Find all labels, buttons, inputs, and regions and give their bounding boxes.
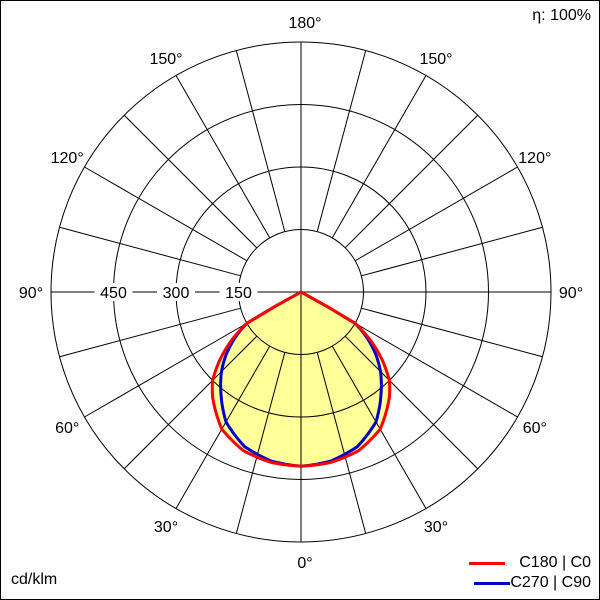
grid-spoke [316,50,367,232]
grid-spoke [331,75,427,239]
legend-item: C270 | C90 [469,573,591,593]
angle-tick-label: 180° [288,15,321,32]
angle-tick-label: 30° [154,519,178,536]
grid-spoke [344,335,479,470]
grid-spoke [354,322,518,418]
angle-tick-label: 90° [19,285,43,302]
series-curve-c180-c0 [210,290,392,468]
grid-spoke [175,345,271,509]
radial-label-bg [157,283,195,301]
angle-tick-label: 60° [523,420,547,437]
radial-tick-label: 300 [163,285,190,302]
legend-label: C180 | C0 [519,554,591,571]
grid-spoke [235,50,286,232]
angle-tick-label: 60° [55,420,79,437]
legend-swatch-blue [474,581,511,585]
grid-spoke [175,75,271,239]
legend-swatch-red [469,561,506,565]
grid-spoke [361,226,543,277]
grid-spoke [344,114,479,249]
radial-tick-label: 150 [225,285,252,302]
radial-label-bg [219,283,258,301]
angle-tick-label: 90° [559,285,583,302]
grid-spoke [59,226,241,277]
angle-tick-label: 30° [424,519,448,536]
grid-spoke [59,307,241,358]
angle-tick-label: 150° [419,51,452,68]
radial-label-bg [94,283,133,301]
grid-spoke [84,166,248,262]
grid-spoke [123,114,258,249]
grid-spoke [123,335,258,470]
grid-spoke [235,352,286,534]
angle-tick-label: 0° [297,555,312,572]
angle-tick-label: 120° [518,150,551,167]
legend-label: C270 | C90 [510,574,591,591]
grid-spoke [354,166,518,262]
legend-item: C180 | C0 [469,553,591,573]
grid-spoke [331,345,427,509]
angle-tick-label: 120° [51,150,84,167]
unit-label: cd/klm [11,571,58,588]
efficiency-label: η: 100% [532,7,591,24]
radial-tick-label: 450 [100,285,127,302]
grid-spoke [361,307,543,358]
grid-spoke [316,352,367,534]
grid-spoke [84,322,248,418]
legend: C180 | C0 C270 | C90 [469,553,591,593]
angle-tick-label: 150° [149,51,182,68]
